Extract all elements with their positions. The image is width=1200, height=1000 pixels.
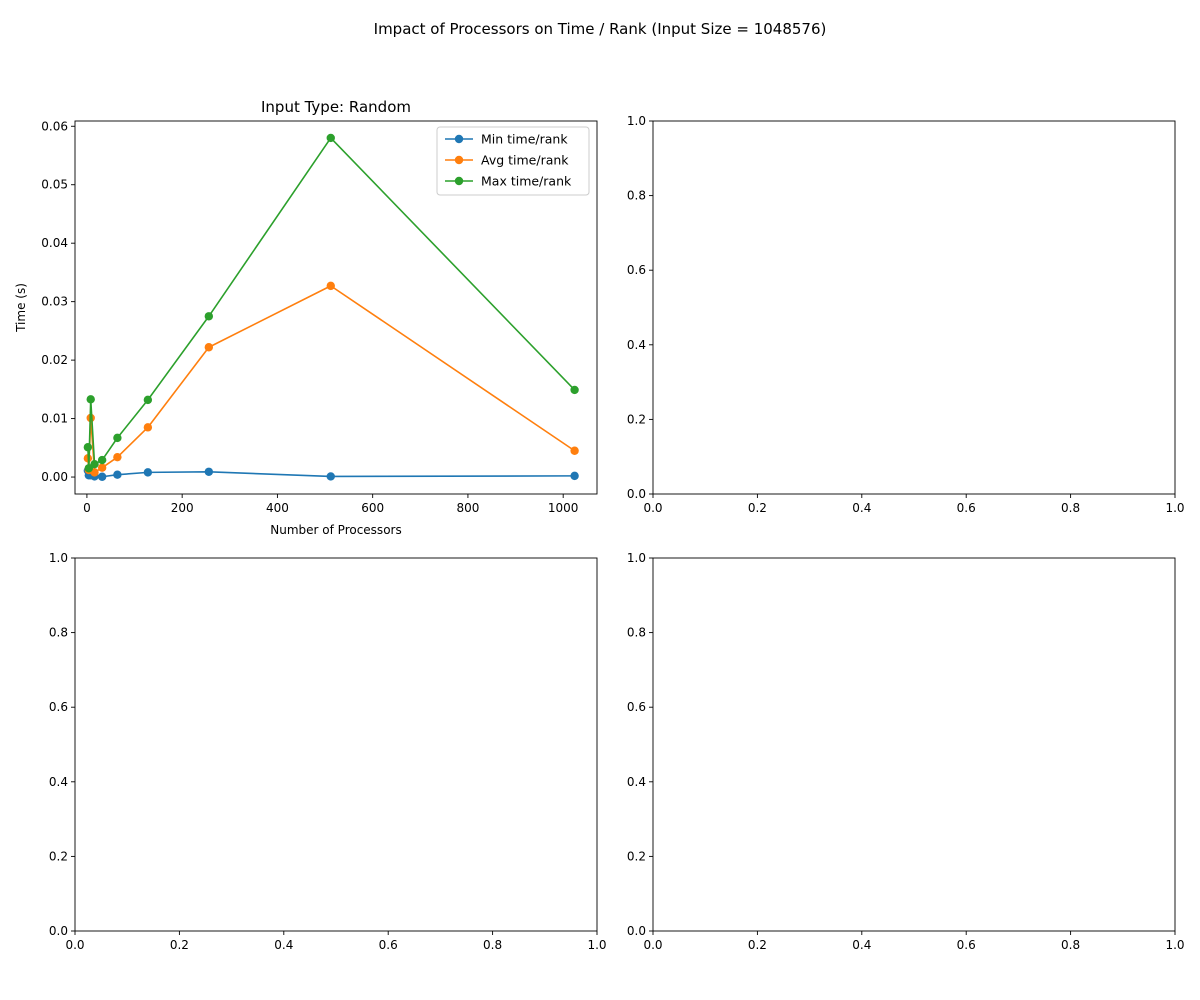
axes-bottom-left: 0.0 0.2 0.4 0.6 0.8 1.0 0.0 0.2 0.4 0.6 0.8 1.0: [49, 551, 607, 952]
data-point-1-4: [97, 463, 107, 472]
y-tick-label: 1.0: [627, 551, 646, 565]
x-tick-label: 0.8: [483, 938, 502, 952]
data-point-0-5: [113, 470, 122, 479]
x-tick-label: 0.2: [748, 501, 767, 515]
legend-marker: [454, 134, 464, 144]
x-tick-label: 800: [456, 501, 479, 515]
data-point-1-6: [143, 423, 153, 432]
x-tick-label: 0.2: [748, 938, 767, 952]
x-axis-label: Number of Processors: [270, 523, 401, 537]
axes-frame: [652, 120, 1176, 495]
x-tick-label: 0.4: [274, 938, 293, 952]
y-tick-label: 0.8: [627, 626, 646, 640]
x-tick-label: 0.6: [957, 938, 976, 952]
y-tick-label: 0.02: [41, 353, 68, 367]
x-tick-label: 0.6: [957, 501, 976, 515]
y-tick-label: 0.06: [41, 119, 68, 133]
data-point-0-8: [326, 472, 335, 481]
axes-title: Input Type: Random: [261, 98, 411, 116]
y-tick-label: 0.4: [627, 338, 646, 352]
axes-bottom-right: 0.0 0.2 0.4 0.6 0.8 1.0 0.0 0.2 0.4 0.6 0.8 1.0: [627, 551, 1185, 952]
axes-frame: [74, 120, 598, 495]
x-tick-label: 1.0: [1165, 938, 1184, 952]
x-tick-label: 0.4: [852, 938, 871, 952]
data-point-2-3: [90, 459, 99, 469]
legend-item-0: Min time/rank: [445, 132, 568, 147]
y-tick-label: 0.01: [41, 412, 68, 426]
y-tick-label: 0.00: [41, 470, 68, 484]
data-point-1-9: [570, 446, 579, 455]
x-tick-label: 0: [83, 501, 91, 515]
series-line-2: [87, 137, 576, 470]
y-tick-label: 1.0: [49, 551, 68, 565]
y-tick-label: 0.8: [49, 626, 68, 640]
y-axis-label: Time (s): [14, 283, 28, 333]
data-point-2-8: [326, 133, 335, 143]
legend-item-1: Avg time/rank: [445, 153, 569, 168]
y-tick-label: 0.2: [627, 412, 646, 426]
y-tick-label: 0.0: [49, 924, 68, 938]
y-tick-label: 0.03: [41, 295, 68, 309]
legend-label: Max time/rank: [481, 174, 572, 189]
y-tick-label: 0.0: [627, 487, 646, 501]
x-tick-label: 0.8: [1061, 938, 1080, 952]
x-tick-label: 400: [266, 501, 289, 515]
x-tick-label: 0.0: [643, 501, 662, 515]
legend-label: Min time/rank: [481, 132, 568, 147]
x-tick-label: 1.0: [587, 938, 606, 952]
y-tick-label: 0.05: [41, 178, 68, 192]
x-tick-label: 200: [171, 501, 194, 515]
y-tick-label: 0.6: [49, 700, 68, 714]
axes-layer: 0 200 400 600 800 1000 0.00 0.01 0.02 0.03 0.04 0.0…: [14, 98, 1185, 952]
legend-item-2: Max time/rank: [445, 174, 572, 189]
data-point-2-0: [83, 443, 93, 452]
legend: Min time/rank Avg time/rank Max time/rank: [436, 126, 590, 196]
y-tick-label: 0.4: [627, 775, 646, 789]
y-tick-label: 0.8: [627, 189, 646, 203]
axes-frame: [652, 557, 1176, 932]
legend-box: [436, 126, 590, 196]
data-point-1-7: [204, 343, 214, 352]
x-tick-label: 600: [361, 501, 384, 515]
y-tick-label: 0.6: [627, 263, 646, 277]
axes-top-right: 0.0 0.2 0.4 0.6 0.8 1.0 0.0 0.2 0.4 0.6 0.8 1.0: [627, 114, 1185, 515]
y-tick-label: 0.2: [49, 849, 68, 863]
data-point-2-2: [86, 395, 95, 404]
data-point-2-4: [97, 455, 107, 465]
data-point-2-6: [143, 395, 153, 405]
legend-marker: [454, 176, 464, 186]
axes-frame: [74, 557, 598, 932]
y-tick-label: 0.6: [627, 700, 646, 714]
x-tick-label: 0.6: [379, 938, 398, 952]
x-tick-label: 0.0: [65, 938, 84, 952]
x-tick-label: 0.4: [852, 501, 871, 515]
y-tick-label: 0.2: [627, 849, 646, 863]
series-2-random: [83, 133, 579, 473]
data-point-2-9: [570, 385, 579, 395]
data-point-0-7: [204, 467, 214, 476]
data-point-2-7: [204, 312, 214, 321]
y-tick-label: 0.4: [49, 775, 68, 789]
y-tick-label: 0.0: [627, 924, 646, 938]
data-point-1-5: [113, 452, 122, 462]
legend-marker: [454, 155, 464, 165]
figure-suptitle: Impact of Processors on Time / Rank (Inp…: [374, 20, 827, 38]
x-tick-label: 1.0: [1165, 501, 1184, 515]
axes-random: 0 200 400 600 800 1000 0.00 0.01 0.02 0.03 0.04 0.0…: [14, 98, 598, 537]
y-tick-label: 0.04: [41, 236, 68, 250]
x-tick-label: 1000: [548, 501, 579, 515]
data-point-0-9: [570, 471, 579, 481]
data-point-0-6: [143, 468, 153, 477]
data-point-0-4: [97, 472, 107, 481]
data-point-2-5: [113, 433, 122, 443]
x-tick-label: 0.8: [1061, 501, 1080, 515]
y-tick-label: 1.0: [627, 114, 646, 128]
x-tick-label: 0.0: [643, 938, 662, 952]
data-point-1-8: [326, 281, 335, 291]
legend-label: Avg time/rank: [481, 153, 569, 168]
x-tick-label: 0.2: [170, 938, 189, 952]
